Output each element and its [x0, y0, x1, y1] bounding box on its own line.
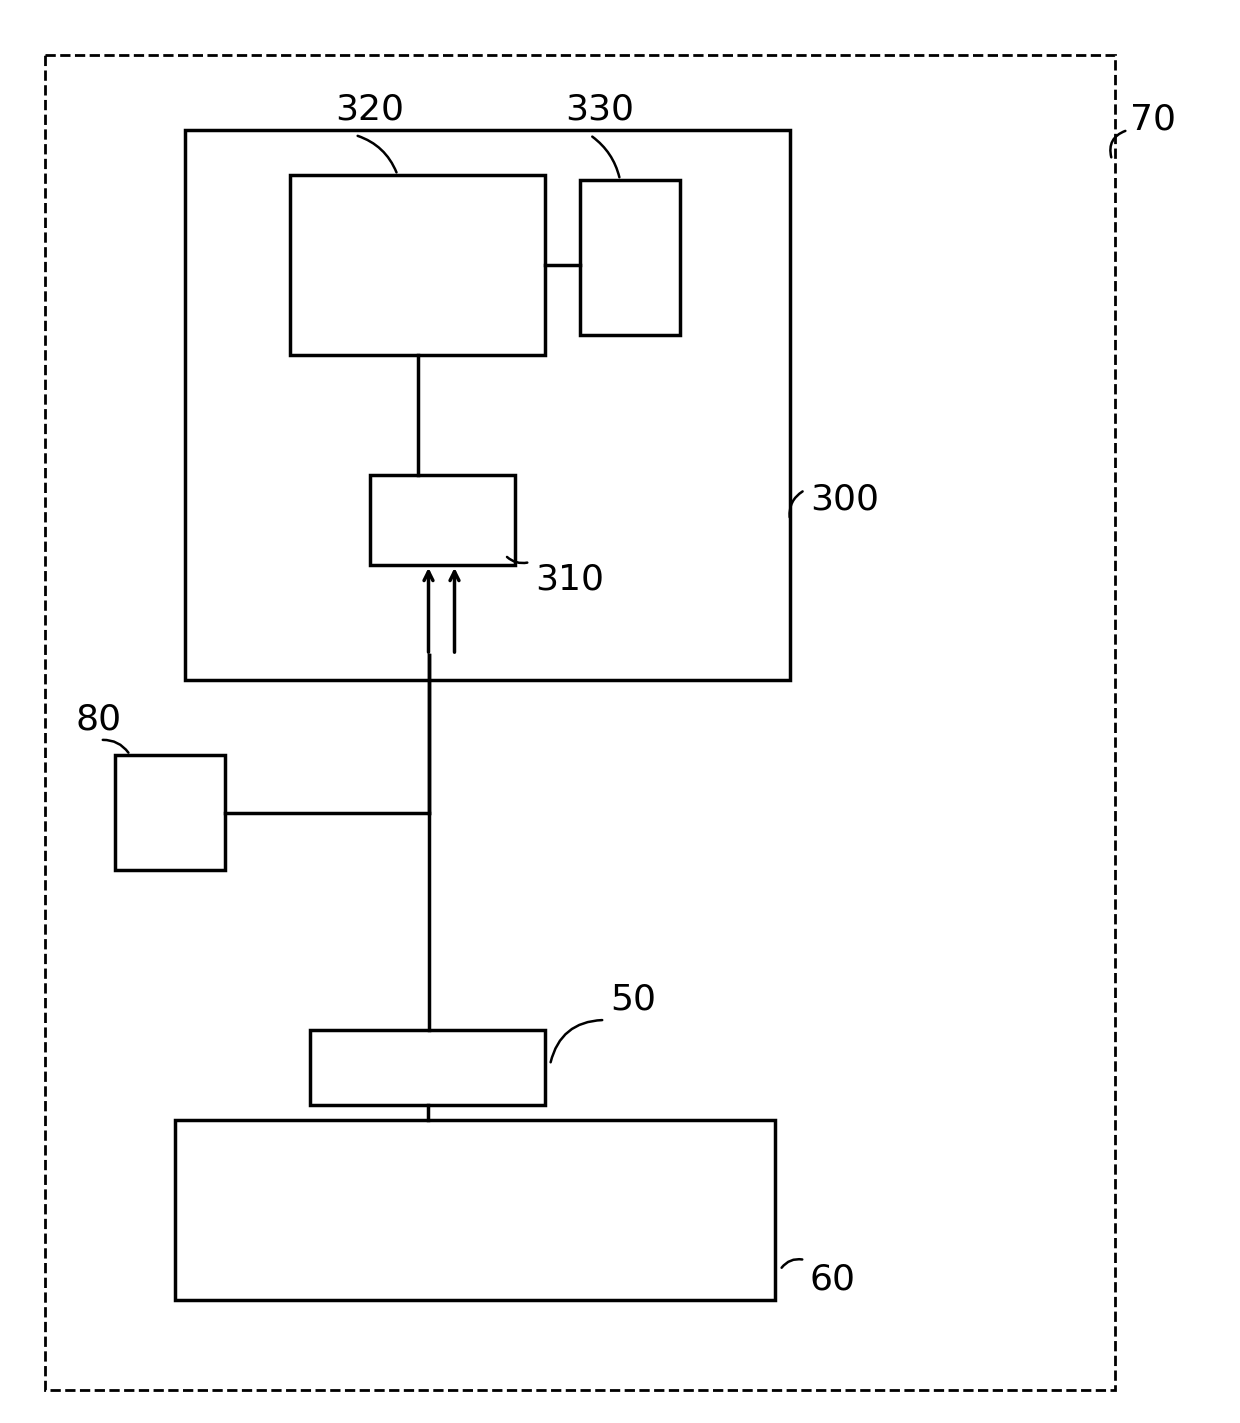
Bar [580, 179, 680, 334]
Bar [175, 1120, 775, 1301]
Text: 300: 300 [810, 482, 879, 517]
Text: 310: 310 [534, 564, 604, 598]
Bar [45, 55, 1115, 1390]
Bar [310, 1030, 546, 1106]
Bar [115, 756, 224, 869]
Text: 330: 330 [565, 92, 634, 127]
Text: 70: 70 [1130, 102, 1176, 137]
Text: 50: 50 [610, 983, 656, 1017]
Text: 320: 320 [335, 92, 404, 127]
Text: 80: 80 [74, 703, 122, 737]
Bar [370, 475, 515, 565]
Bar [185, 129, 790, 680]
Bar [290, 175, 546, 354]
Text: 60: 60 [810, 1264, 856, 1296]
